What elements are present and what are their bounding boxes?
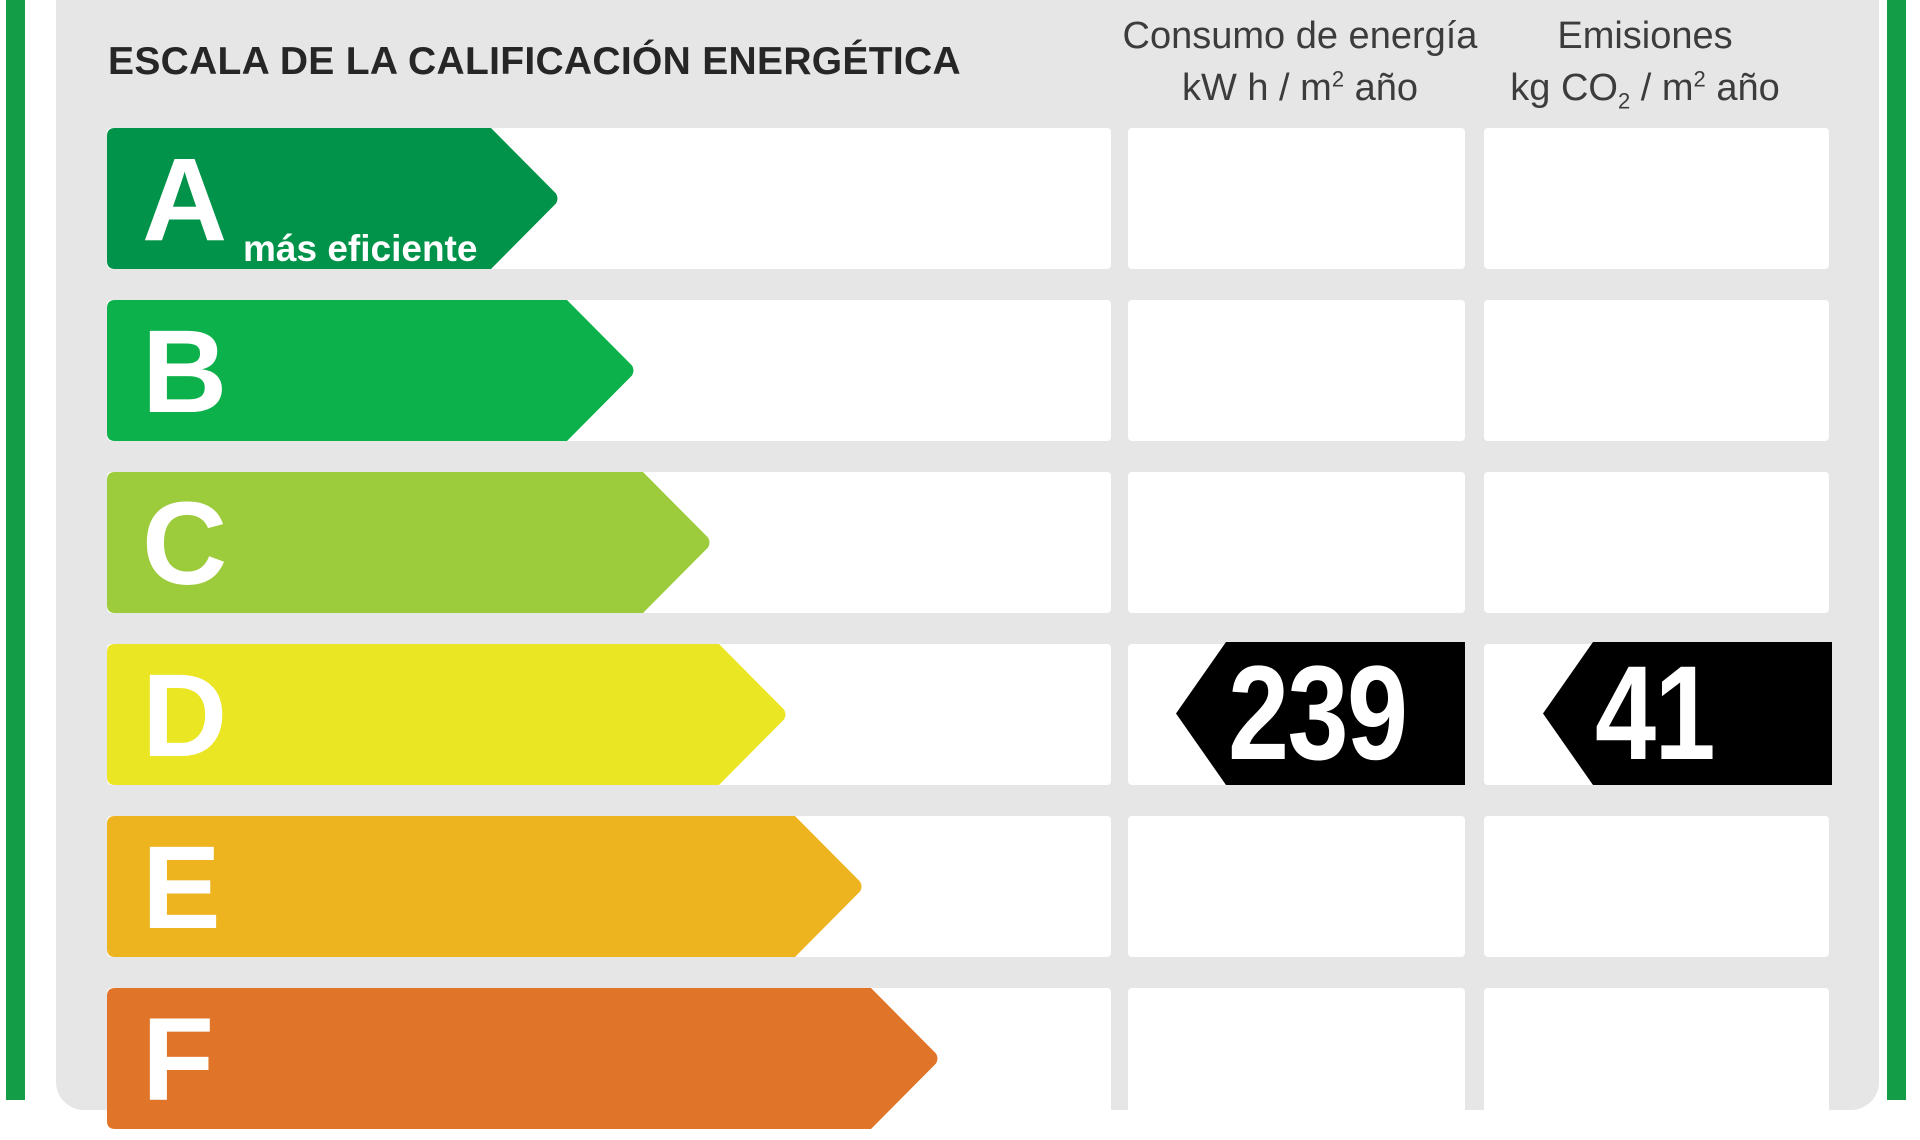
grade-arrow-shape bbox=[107, 472, 710, 613]
consumo-header-unit: kW h / m2 año bbox=[1181, 66, 1419, 109]
grade-arrow-shape bbox=[107, 128, 558, 269]
emisiones-cell-e bbox=[1484, 816, 1829, 957]
emisiones-cell-b bbox=[1484, 300, 1829, 441]
emisiones-header-title: Emisiones bbox=[1557, 15, 1733, 57]
rating-value: 239 bbox=[1228, 639, 1408, 788]
emisiones-header-unit: kg CO2 / m2 año bbox=[1510, 66, 1780, 114]
grade-arrow-f: F bbox=[107, 988, 939, 1129]
page-title: ESCALA DE LA CALIFICACIÓN ENERGÉTICA bbox=[108, 40, 961, 83]
rating-value: 41 bbox=[1595, 639, 1716, 788]
grade-arrow-c: C bbox=[107, 472, 711, 613]
grade-letter: B bbox=[142, 306, 228, 438]
emisiones-cell-c bbox=[1484, 472, 1829, 613]
consumo-rating-marker: 239 bbox=[1176, 642, 1465, 785]
consumo-header-title: Consumo de energía bbox=[1122, 15, 1478, 57]
grade-arrow-b: B bbox=[107, 300, 635, 441]
consumo-cell-b bbox=[1128, 300, 1465, 441]
grade-letter: F bbox=[142, 994, 215, 1126]
emisiones-cell-f bbox=[1484, 988, 1829, 1129]
grade-letter: A bbox=[142, 134, 228, 266]
emisiones-column-header: Emisiones kg CO2 / m2 año bbox=[1480, 10, 1810, 114]
grade-letter: C bbox=[142, 478, 228, 610]
grade-arrow-shape bbox=[107, 988, 938, 1129]
grade-arrow-shape bbox=[107, 300, 634, 441]
grade-arrow-d: D bbox=[107, 644, 787, 785]
grade-letter: D bbox=[142, 650, 228, 782]
frame-border bbox=[6, 0, 1906, 1100]
grade-arrow-shape bbox=[107, 644, 786, 785]
consumo-column-header: Consumo de energía kW h / m2 año bbox=[1120, 10, 1480, 114]
rating-marker-shape bbox=[1543, 642, 1832, 785]
consumo-cell-c bbox=[1128, 472, 1465, 613]
emisiones-rating-marker: 41 bbox=[1543, 642, 1832, 785]
consumo-cell-f bbox=[1128, 988, 1465, 1129]
rating-marker-shape bbox=[1176, 642, 1465, 785]
emisiones-cell-a bbox=[1484, 128, 1829, 269]
consumo-cell-e bbox=[1128, 816, 1465, 957]
grade-letter: E bbox=[142, 822, 221, 954]
grade-arrow-e: E bbox=[107, 816, 863, 957]
consumo-cell-a bbox=[1128, 128, 1465, 269]
grade-subtitle: más eficiente bbox=[243, 228, 478, 269]
grade-arrow-shape bbox=[107, 816, 862, 957]
